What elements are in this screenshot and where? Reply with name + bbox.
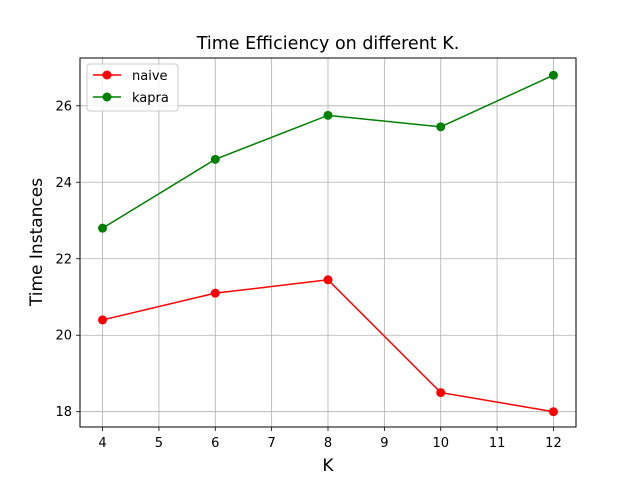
x-tick-label: 12: [545, 436, 562, 451]
data-point-naive: [323, 275, 333, 285]
x-tick-label: 4: [98, 436, 106, 451]
data-point-kapra: [98, 223, 108, 233]
data-point-naive: [436, 388, 446, 398]
x-tick-label: 8: [324, 436, 332, 451]
x-tick-label: 7: [267, 436, 275, 451]
y-axis-ticks: 18 20 22 24 26: [55, 99, 80, 420]
data-point-naive: [548, 407, 558, 417]
y-tick-label: 26: [55, 99, 72, 114]
data-point-kapra: [436, 122, 446, 132]
legend-label-naive: naive: [132, 69, 168, 84]
data-point-naive: [210, 288, 220, 298]
chart-title: Time Efficiency on different K.: [196, 34, 460, 54]
data-point-naive: [98, 315, 108, 325]
data-point-kapra: [323, 110, 333, 120]
series-layer: [98, 70, 558, 417]
y-tick-label: 18: [55, 405, 72, 420]
x-tick-label: 6: [211, 436, 219, 451]
legend-marker-kapra: [102, 92, 112, 102]
legend-label-kapra: kapra: [132, 91, 169, 106]
y-tick-label: 24: [55, 176, 72, 191]
x-axis-label: K: [322, 456, 334, 476]
legend: naive kapra: [86, 63, 179, 112]
data-point-kapra: [548, 70, 558, 80]
y-axis-label: Time Instances: [27, 178, 47, 307]
legend-marker-naive: [102, 70, 112, 80]
data-point-kapra: [210, 154, 220, 164]
y-tick-label: 20: [55, 329, 72, 344]
y-tick-label: 22: [55, 252, 72, 267]
x-tick-label: 11: [489, 436, 506, 451]
x-tick-label: 5: [155, 436, 163, 451]
grid-lines: [80, 58, 576, 427]
x-tick-label: 10: [432, 436, 449, 451]
x-tick-label: 9: [380, 436, 388, 451]
x-axis-ticks: 4 5 6 7 8 9 10 11 12: [98, 427, 562, 451]
